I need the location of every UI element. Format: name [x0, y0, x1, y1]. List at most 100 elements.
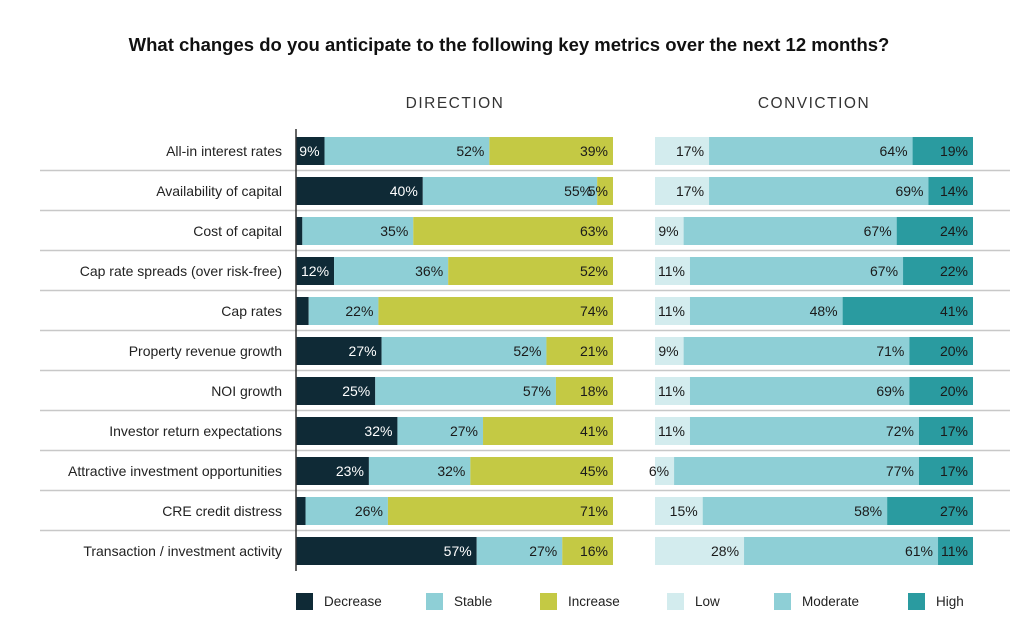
legend-swatch: [774, 593, 791, 610]
data-label: 71%: [876, 343, 904, 359]
category-label: Cap rates: [221, 303, 282, 319]
bar-segment-low: [655, 297, 690, 325]
data-label: 69%: [895, 183, 923, 199]
bar-segment-high: [842, 297, 973, 325]
bar-segment-low: [655, 177, 710, 205]
bar-segment-decrease: [296, 497, 306, 525]
bar-segment-increase: [597, 177, 613, 205]
data-label: 41%: [940, 303, 968, 319]
chart-title: What changes do you anticipate to the fo…: [128, 34, 890, 55]
bar-segment-low: [655, 137, 710, 165]
direction-panel-title: DIRECTION: [405, 95, 505, 112]
data-label: 5%: [588, 183, 608, 199]
legend-item-moderate: Moderate: [774, 593, 859, 610]
bar-segment-stable: [368, 457, 471, 485]
bar-segment-moderate: [689, 257, 904, 285]
bar-segment-low: [655, 457, 675, 485]
legend-item-decrease: Decrease: [296, 593, 382, 610]
legend-item-low: Low: [667, 593, 720, 610]
bar-segment-low: [655, 337, 684, 365]
legend-swatch: [426, 593, 443, 610]
category-label: Cost of capital: [193, 223, 282, 239]
bar-segment-low: [655, 537, 745, 565]
data-label: 17%: [676, 143, 704, 159]
legend-swatch: [296, 593, 313, 610]
data-label: 17%: [676, 183, 704, 199]
bar-segment-high: [918, 417, 973, 445]
data-label: 36%: [415, 263, 443, 279]
data-label: 32%: [364, 423, 392, 439]
data-label: 6%: [649, 463, 669, 479]
data-label: 9%: [658, 343, 678, 359]
bar-segment-stable: [381, 337, 547, 365]
data-label: 45%: [580, 463, 608, 479]
bar-segment-decrease: [296, 217, 303, 245]
category-label: Transaction / investment activity: [83, 543, 282, 559]
data-label: 27%: [940, 503, 968, 519]
bar-segment-increase: [555, 377, 613, 405]
bar-segment-low: [655, 497, 703, 525]
data-label: 11%: [658, 263, 685, 279]
data-label: 40%: [390, 183, 418, 199]
conviction-panel-title: CONVICTION: [757, 95, 871, 112]
bar-segment-moderate: [709, 137, 913, 165]
data-label: 71%: [580, 503, 608, 519]
data-label: 28%: [711, 543, 739, 559]
category-label: Cap rate spreads (over risk-free): [80, 263, 282, 279]
data-label: 17%: [940, 423, 968, 439]
bar-segment-moderate: [709, 177, 929, 205]
data-label: 77%: [886, 463, 914, 479]
data-label: 72%: [886, 423, 914, 439]
bar-segment-decrease: [296, 377, 376, 405]
bar-segment-moderate: [674, 457, 919, 485]
data-label: 25%: [342, 383, 370, 399]
bar-segment-stable: [476, 537, 563, 565]
data-label: 24%: [940, 223, 968, 239]
data-label: 57%: [444, 543, 472, 559]
category-label: Property revenue growth: [129, 343, 282, 359]
bar-segment-high: [896, 217, 973, 245]
data-label: 9%: [299, 143, 319, 159]
data-label: 61%: [905, 543, 933, 559]
bar-segment-low: [655, 417, 690, 445]
bar-segment-increase: [378, 297, 613, 325]
data-label: 67%: [864, 223, 892, 239]
data-label: 20%: [940, 343, 968, 359]
bar-segment-high: [887, 497, 973, 525]
bar-segment-increase: [470, 457, 613, 485]
legend-label: Decrease: [324, 594, 382, 609]
data-label: 67%: [870, 263, 898, 279]
bar-segment-high: [909, 337, 973, 365]
category-label: Attractive investment opportunities: [68, 463, 282, 479]
bar-segment-stable: [375, 377, 556, 405]
data-label: 26%: [355, 503, 383, 519]
bar-segment-moderate: [689, 377, 910, 405]
bar-segment-stable: [397, 417, 484, 445]
legend-label: Low: [695, 594, 720, 609]
legend-swatch: [667, 593, 684, 610]
bar-segment-increase: [562, 537, 613, 565]
bar-segment-stable: [302, 217, 414, 245]
data-label: 22%: [345, 303, 373, 319]
legend-label: High: [936, 594, 964, 609]
bar-segment-increase: [489, 137, 613, 165]
data-label: 63%: [580, 223, 608, 239]
bar-segment-moderate: [683, 337, 910, 365]
data-label: 32%: [437, 463, 465, 479]
bar-segment-decrease: [296, 297, 309, 325]
data-label: 14%: [940, 183, 968, 199]
legend-label: Increase: [568, 594, 620, 609]
legend-swatch: [908, 593, 925, 610]
bar-segment-stable: [305, 497, 388, 525]
bar-segment-low: [655, 257, 690, 285]
legend-label: Stable: [454, 594, 493, 609]
data-label: 9%: [658, 223, 678, 239]
data-label: 35%: [380, 223, 408, 239]
legend-label: Moderate: [802, 594, 860, 609]
bar-segment-high: [909, 377, 973, 405]
data-label: 27%: [349, 343, 377, 359]
data-label: 12%: [301, 263, 329, 279]
data-label: 58%: [854, 503, 882, 519]
